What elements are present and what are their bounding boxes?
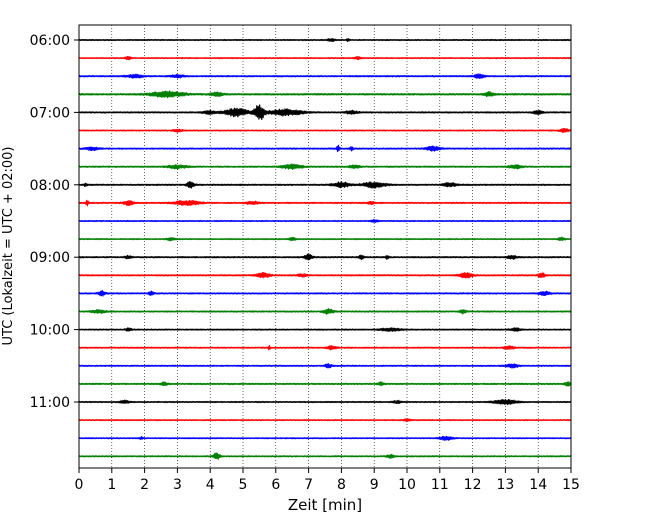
y-tick-label: 07:00	[30, 105, 70, 121]
seismogram-trace	[78, 181, 572, 189]
x-tick-label: 10	[398, 477, 416, 493]
x-tick-label: 15	[562, 477, 580, 493]
seismogram-trace	[78, 128, 572, 133]
seismogram-trace	[78, 37, 572, 43]
seismogram-trace	[78, 236, 572, 242]
x-tick-label: 12	[464, 477, 482, 493]
y-axis-label: UTC (Lokalzeit = UTC + 02:00)	[1, 147, 16, 346]
seismogram-trace	[78, 345, 572, 351]
x-tick-label: 14	[529, 477, 547, 493]
x-tick-label: 0	[75, 477, 84, 493]
seismogram-trace	[78, 363, 572, 369]
y-tick-label: 10:00	[30, 323, 70, 339]
seismogram-trace	[78, 452, 572, 460]
y-axis-ticks: 06:00 07:00 08:00 09:00 10:00 11:00	[30, 33, 79, 411]
seismogram-trace	[78, 271, 572, 279]
y-tick-label: 09:00	[30, 250, 70, 266]
x-tick-label: 5	[239, 477, 248, 493]
x-tick-label: 13	[496, 477, 514, 493]
seismogram-trace	[78, 381, 572, 387]
x-tick-label: 3	[173, 477, 182, 493]
x-axis-label: Zeit [min]	[288, 496, 362, 514]
seismogram-trace	[78, 104, 572, 121]
trace-layer	[78, 37, 572, 460]
seismogram-trace	[78, 144, 572, 153]
seismogram-trace	[78, 308, 572, 315]
seismogram-trace	[78, 219, 572, 223]
seismogram-trace	[78, 327, 572, 332]
seismogram-trace	[78, 418, 572, 423]
seismogram-trace	[78, 55, 572, 61]
grid-layer	[111, 25, 539, 468]
x-axis-ticks: 0 1 2 3 4 5 6 7 8 9 10 11 12 13 14 15	[75, 468, 580, 493]
x-tick-label: 1	[107, 477, 116, 493]
seismogram-trace	[78, 289, 572, 297]
x-tick-label: 8	[337, 477, 346, 493]
x-tick-label: 2	[140, 477, 149, 493]
x-tick-label: 7	[304, 477, 313, 493]
y-tick-label: 11:00	[30, 395, 70, 411]
x-tick-label: 6	[271, 477, 280, 493]
seismogram-trace	[78, 73, 572, 79]
seismogram-trace	[78, 90, 572, 99]
y-tick-label: 06:00	[30, 33, 70, 49]
seismogram-trace	[78, 163, 572, 170]
x-tick-label: 11	[431, 477, 449, 493]
y-tick-label: 08:00	[30, 178, 70, 194]
seismogram-trace	[78, 199, 572, 207]
seismogram-trace	[78, 435, 572, 441]
x-tick-label: 9	[370, 477, 379, 493]
plot-frame	[78, 24, 572, 469]
seismogram-trace	[78, 398, 572, 406]
x-tick-label: 4	[206, 477, 215, 493]
seismogram-trace	[78, 253, 572, 261]
